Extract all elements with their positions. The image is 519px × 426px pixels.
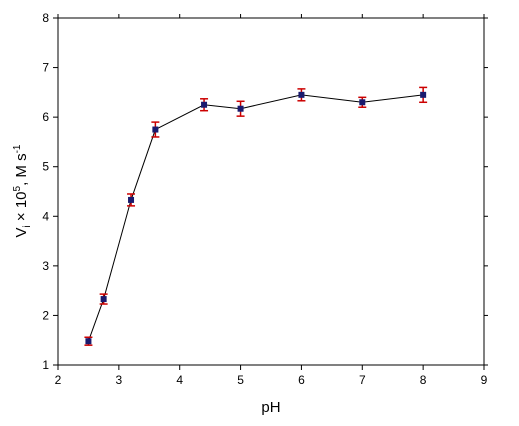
marker [128, 196, 135, 203]
marker [201, 101, 208, 108]
marker [359, 99, 366, 106]
x-tick-label: 4 [176, 373, 183, 387]
x-tick-label: 2 [55, 373, 62, 387]
y-axis-label-part: × 10 [13, 191, 30, 225]
plot-frame [57, 17, 485, 366]
x-tick-label: 7 [359, 373, 366, 387]
marker [85, 338, 92, 345]
y-axis-label-part: , M s [13, 153, 30, 186]
marker [100, 296, 107, 303]
y-tick-label: 1 [42, 358, 49, 372]
y-axis-label-part: V [13, 227, 30, 237]
y-axis-label-part: i [22, 225, 33, 227]
marker [237, 105, 244, 112]
marker [152, 126, 159, 133]
y-tick-label: 4 [42, 209, 49, 223]
y-axis-label-part: 5 [12, 185, 23, 191]
y-tick-label: 3 [42, 259, 49, 273]
y-axis-label-part: -1 [12, 144, 23, 153]
x-tick-label: 3 [116, 373, 123, 387]
data-line [87, 94, 424, 342]
y-tick-label: 7 [42, 61, 49, 75]
x-tick-label: 5 [237, 373, 244, 387]
x-tick-label: 8 [420, 373, 427, 387]
y-tick-label: 5 [42, 160, 49, 174]
marker [298, 91, 305, 98]
y-tick-label: 8 [42, 11, 49, 25]
y-tick-label: 2 [42, 308, 49, 322]
y-axis-label: Vi × 105, M s-1 [12, 144, 33, 237]
x-axis-label: pH [261, 399, 280, 416]
y-tick-label: 6 [42, 110, 49, 124]
x-tick-label: 9 [481, 373, 488, 387]
x-tick-label: 6 [298, 373, 305, 387]
marker [420, 91, 427, 98]
